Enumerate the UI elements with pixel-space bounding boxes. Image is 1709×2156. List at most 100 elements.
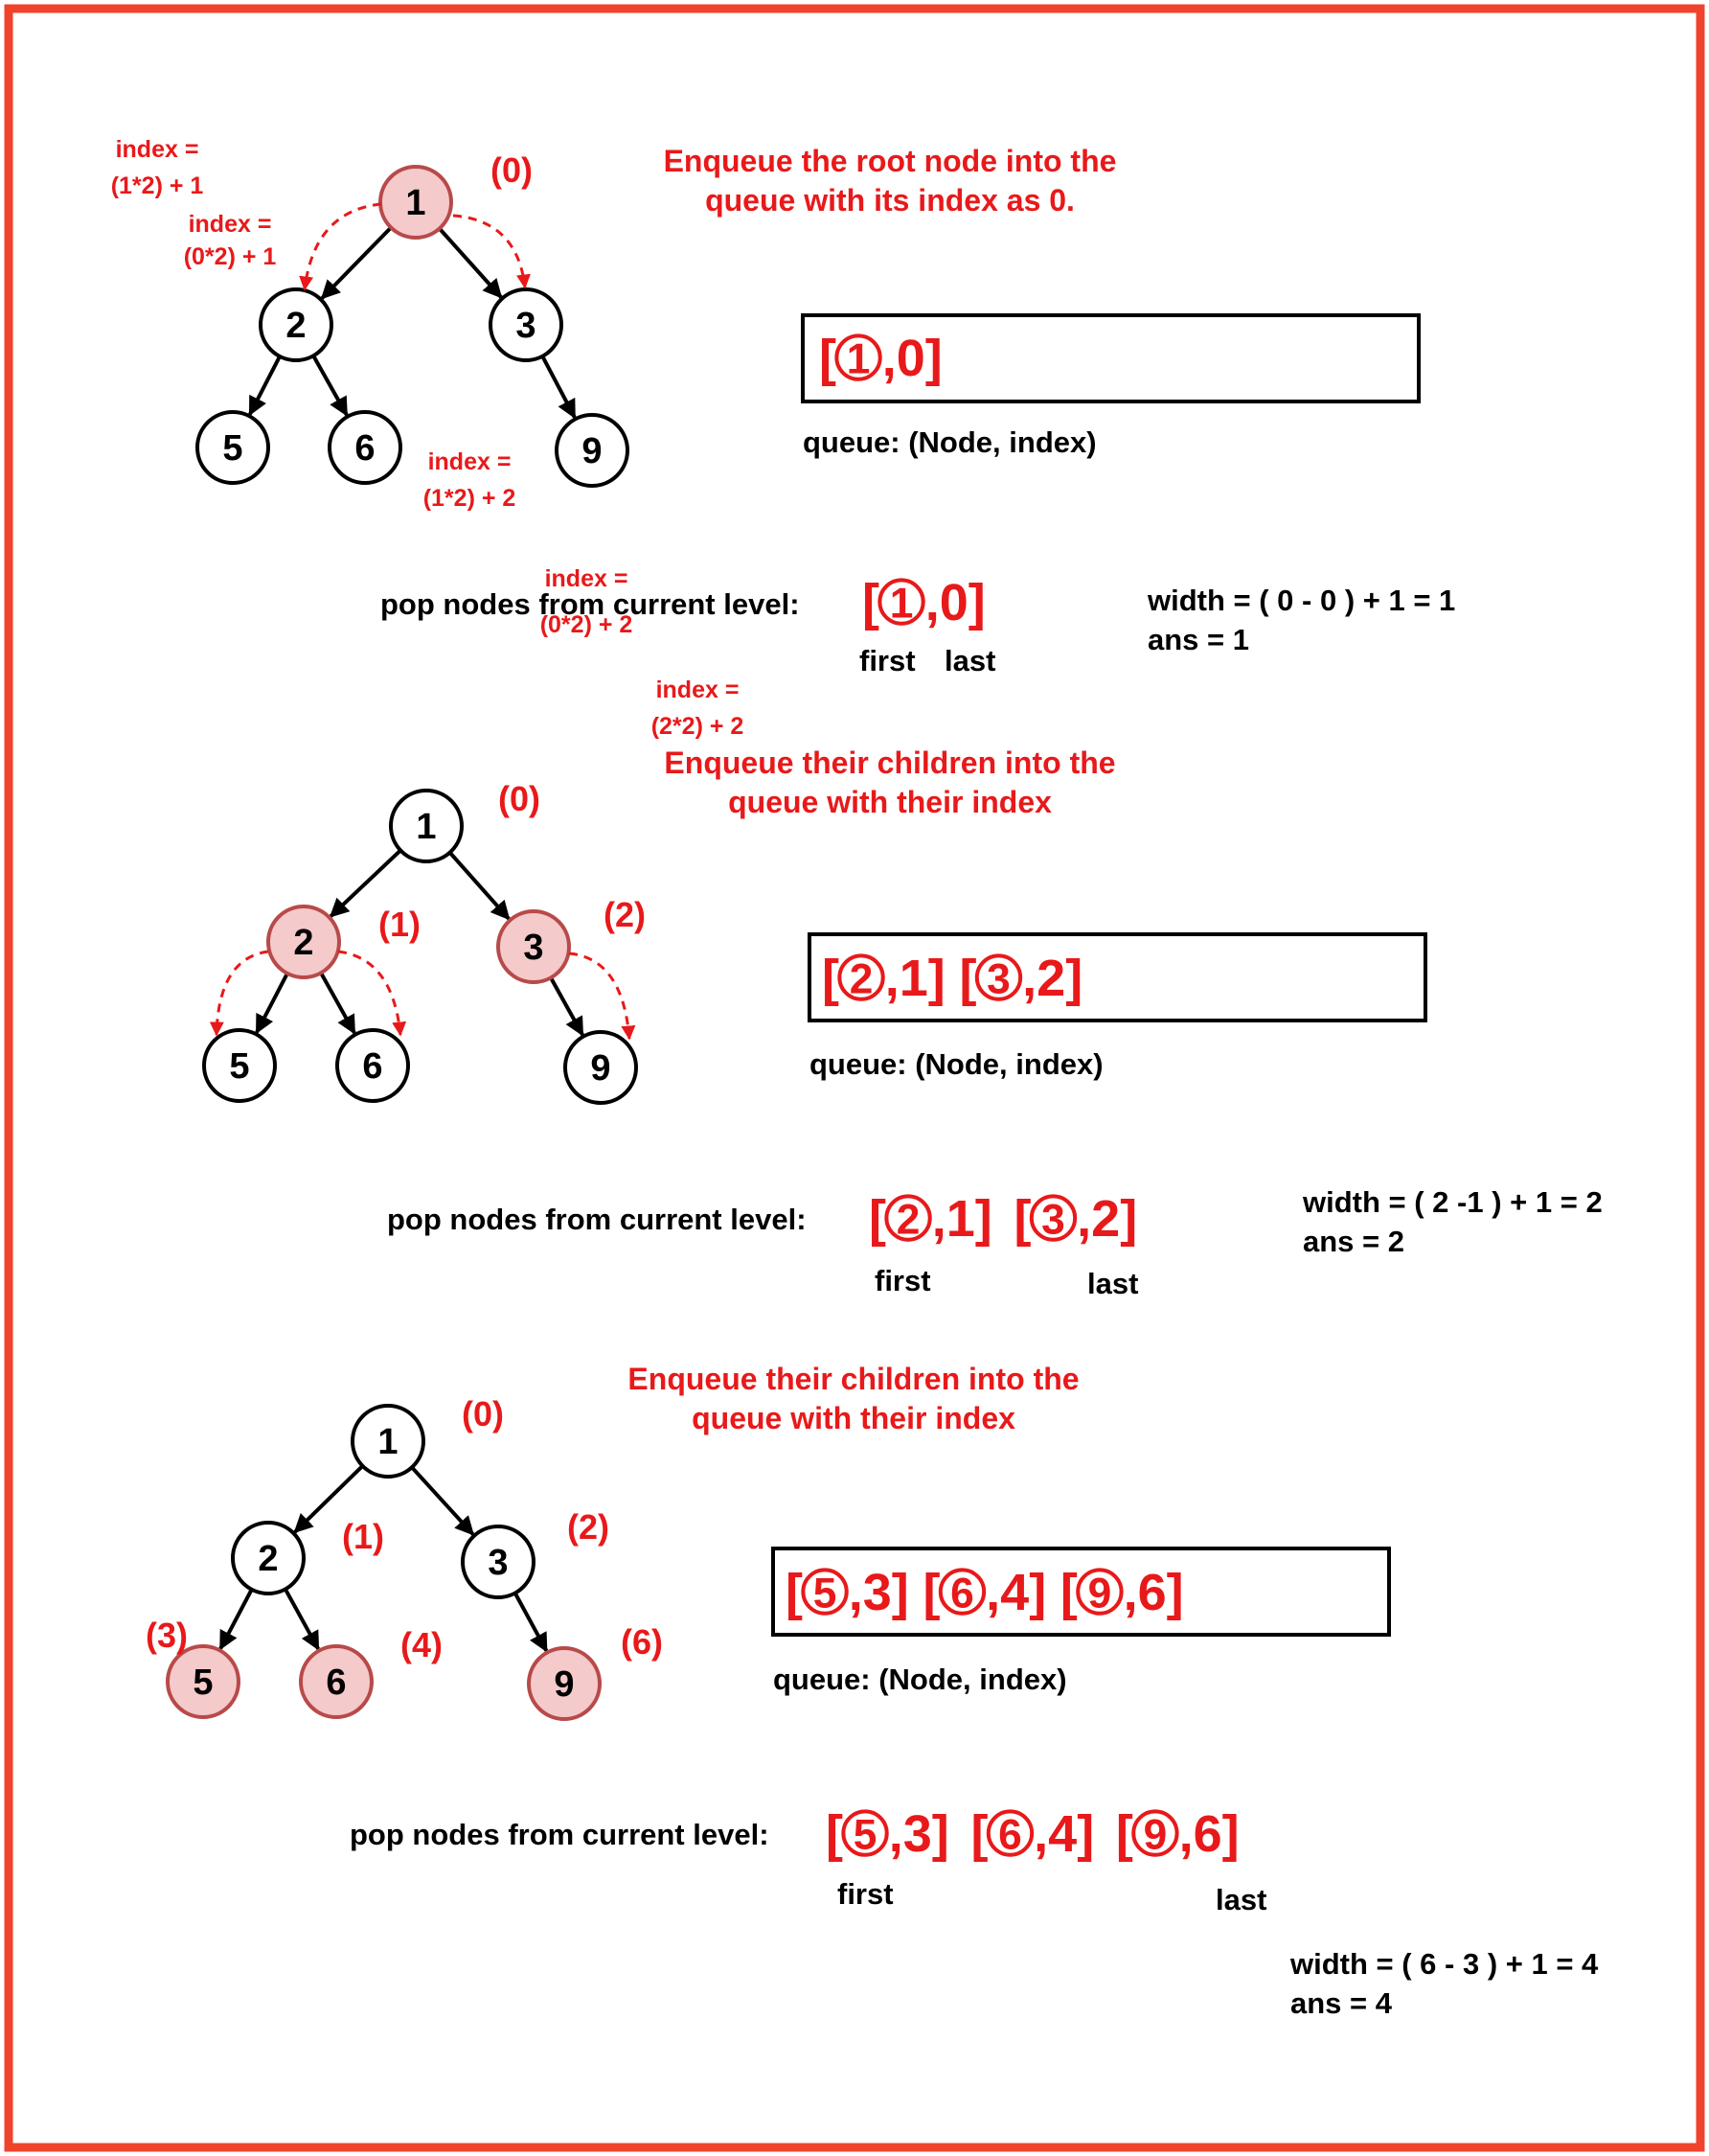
queue-entry-open-bracket: [ (923, 1564, 940, 1621)
tree-node-label-2: 2 (285, 306, 306, 346)
tree-node-label-9: 9 (590, 1048, 610, 1089)
tree: 1 (0) 2 (1) 3 (2) 5(3) 6 (4) 9 (6) (146, 1394, 663, 1721)
index-formula-text: index = (189, 211, 272, 238)
tree-node-6 (328, 410, 402, 485)
queue-entry-node-ring (1076, 1568, 1124, 1616)
pop-entry-index: ,2] (1077, 1190, 1137, 1248)
outer-border (4, 4, 1705, 2152)
pop-label: pop nodes from current level: (350, 1818, 769, 1851)
index-formula-text: (2*2) + 2 (651, 713, 744, 740)
tree-node-label-6: 6 (354, 428, 375, 469)
tree-node-5 (166, 1644, 240, 1719)
pop-entry-index: ,0] (925, 574, 986, 631)
queue-entry-index: ,2] (1022, 950, 1082, 1007)
tree-node-9 (555, 413, 629, 488)
first-label: first (875, 1264, 931, 1297)
queue-entry-index: ,1] (885, 950, 946, 1007)
pop-entry-open-bracket: [ (826, 1805, 843, 1863)
ans-value: ans = 2 (1303, 1225, 1404, 1258)
tree-node-1 (389, 789, 464, 863)
node-index-label-6: (4) (400, 1625, 443, 1664)
pop-entry-node: 3 (1041, 1196, 1065, 1243)
pop-entry-node: 5 (854, 1811, 877, 1858)
queue-entry-open-bracket: [ (819, 330, 836, 387)
tree-edge-2-6 (319, 972, 356, 1035)
tree-node-label-2: 2 (258, 1539, 278, 1579)
index-formula-text: (0*2) + 2 (540, 611, 633, 638)
tree-node-label-5: 5 (222, 428, 242, 469)
step-heading-line: Enqueue their children into the (627, 1362, 1079, 1396)
pop-entry-node: 9 (1144, 1811, 1168, 1858)
index-formula-text: index = (656, 677, 740, 703)
tree-edge-2-6 (311, 355, 349, 417)
last-label: last (1087, 1267, 1138, 1300)
pop-entry-open-bracket: [ (862, 574, 879, 631)
tree-edge-2-5 (255, 972, 289, 1035)
index-formula-arrow (209, 950, 269, 1037)
index-formula-text: (1*2) + 2 (423, 485, 516, 512)
queue-entry-node-ring (938, 1568, 987, 1616)
pop-entry-index: ,1] (932, 1190, 992, 1248)
pop-entry-node-ring (877, 578, 925, 626)
tree-edge-3-9 (513, 1592, 549, 1653)
pop-entry-node: 1 (890, 580, 914, 627)
pop-entry-index: ,4] (1034, 1805, 1094, 1863)
node-index-label-1: (0) (462, 1394, 504, 1434)
queue-box (771, 1547, 1391, 1637)
last-label: last (1216, 1883, 1266, 1916)
tree-node-3 (461, 1525, 535, 1599)
pop-entry-node-ring (884, 1194, 932, 1242)
pop-entry-node-ring (1029, 1194, 1078, 1242)
tree-edge-1-2 (293, 1464, 364, 1534)
queue-entry-open-bracket: [ (822, 950, 839, 1007)
queue-entry-open-bracket: [ (1060, 1564, 1078, 1621)
tree-node-9 (527, 1646, 602, 1721)
tree-edge-1-3 (438, 227, 503, 299)
tree-node-label-9: 9 (554, 1664, 574, 1705)
index-formula-arrow (299, 202, 382, 291)
index-formula-text: index = (428, 448, 512, 475)
step-heading-line: queue with its index as 0. (705, 183, 1075, 218)
tree-edge-1-3 (448, 851, 511, 921)
tree-edge-3-9 (540, 355, 577, 420)
queue-entry-node-ring (834, 333, 882, 381)
index-formula-arrow (568, 952, 636, 1041)
queue-entry-node: 2 (850, 955, 874, 1002)
queue-caption: queue: (Node, index) (773, 1663, 1067, 1696)
width-formula: width = ( 0 - 0 ) + 1 = 1 (1147, 584, 1455, 617)
tree-edge-1-2 (329, 848, 402, 918)
queue-entry-node: 5 (813, 1570, 837, 1617)
node-index-label-3: (2) (567, 1507, 609, 1547)
tree-node-label-6: 6 (362, 1046, 382, 1087)
index-formula-text: (0*2) + 1 (184, 243, 277, 270)
tree-edge-1-3 (410, 1465, 475, 1536)
step-heading-line: Enqueue their children into the (664, 745, 1115, 780)
pop-entry-open-bracket: [ (1014, 1190, 1031, 1248)
index-formula-text: index = (545, 565, 628, 592)
tree-node-2 (259, 287, 333, 362)
index-formula-text: index = (116, 136, 199, 163)
tree-node-6 (299, 1644, 374, 1719)
node-index-label-9: (6) (621, 1622, 663, 1662)
tree-edge-2-5 (248, 355, 282, 417)
queue-entry-index: ,0] (882, 330, 943, 387)
queue-caption: queue: (Node, index) (803, 425, 1097, 459)
tree-node-label-1: 1 (405, 183, 425, 223)
index-formula-arrow (337, 950, 407, 1037)
pop-entry-node-ring (841, 1809, 889, 1857)
pop-entry-node: 2 (897, 1196, 921, 1243)
tree-node-label-9: 9 (581, 431, 602, 471)
last-label: last (945, 644, 995, 677)
queue-entry-node-ring (974, 953, 1023, 1001)
tree-node-3 (496, 909, 571, 984)
tree-node-label-1: 1 (377, 1422, 398, 1462)
step-2: Enqueue their children into the queue wit… (111, 136, 1603, 1300)
queue-entry-node-ring (837, 953, 885, 1001)
tree-node-label-5: 5 (193, 1663, 213, 1703)
tree-node-2 (266, 905, 341, 979)
queue-entry-node: 9 (1088, 1570, 1112, 1617)
queue-entry-node: 3 (987, 955, 1011, 1002)
tree-node-label-5: 5 (229, 1046, 249, 1087)
